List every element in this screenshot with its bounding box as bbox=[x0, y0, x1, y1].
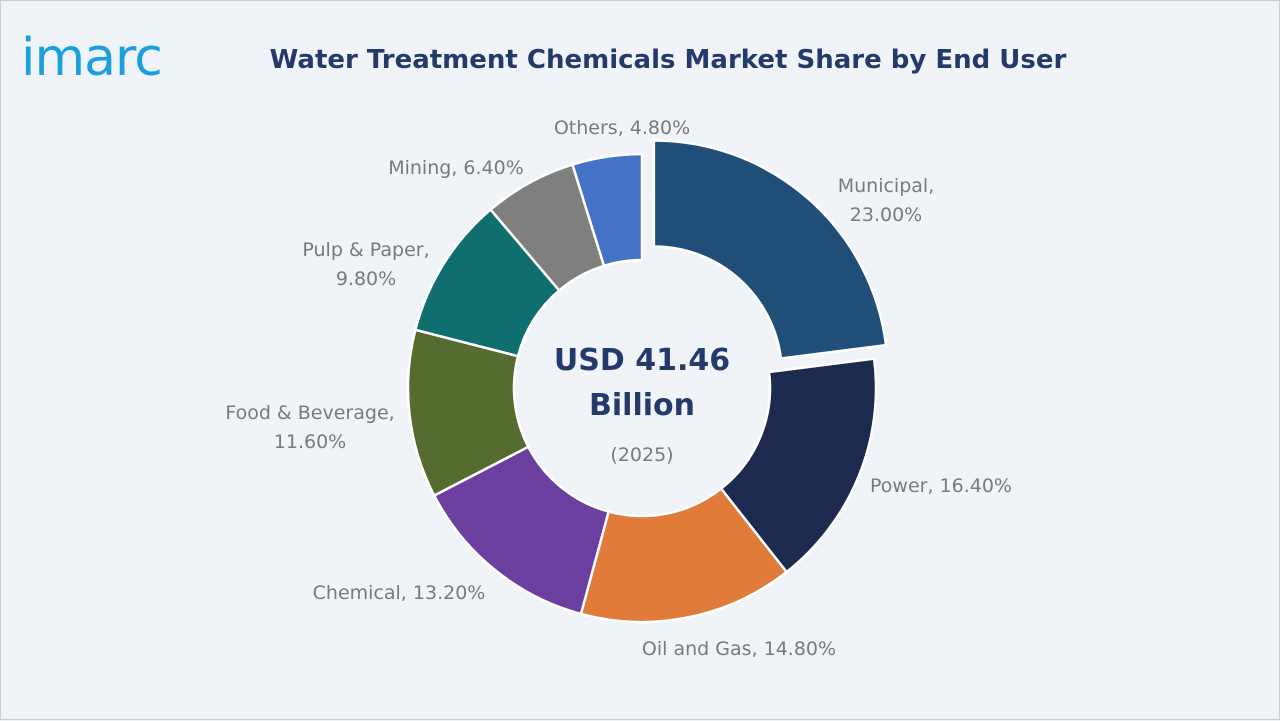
label-chemical: Chemical, 13.20% bbox=[313, 582, 486, 604]
logo-text: imarc bbox=[21, 29, 162, 88]
donut-slices bbox=[406, 139, 888, 624]
slice-labels: Municipal, 23.00% Power, 16.40% Oil and Gas… bbox=[225, 117, 1012, 660]
slice-power bbox=[719, 357, 878, 574]
slice-municipal bbox=[652, 139, 888, 360]
page-title: Water Treatment Chemicals Market Share b… bbox=[269, 45, 1067, 75]
imarc-logo: imarc bbox=[21, 29, 163, 88]
label-others: Others, 4.80% bbox=[554, 117, 690, 139]
label-mining: Mining, 6.40% bbox=[388, 157, 524, 179]
center-total-line2: Billion bbox=[589, 388, 695, 423]
slice-others bbox=[570, 152, 644, 268]
center-year: (2025) bbox=[610, 444, 673, 466]
label-power: Power, 16.40% bbox=[870, 475, 1012, 497]
label-pulp-paper: Pulp & Paper, 9.80% bbox=[302, 239, 429, 290]
center-label: USD 41.46 Billion (2025) bbox=[554, 343, 730, 466]
label-municipal: Municipal, 23.00% bbox=[838, 175, 935, 226]
label-food-beverage: Food & Beverage, 11.60% bbox=[225, 402, 394, 453]
slice-oil-and-gas bbox=[579, 486, 789, 624]
center-total-line1: USD 41.46 bbox=[554, 343, 730, 378]
label-oil-and-gas: Oil and Gas, 14.80% bbox=[642, 638, 836, 660]
